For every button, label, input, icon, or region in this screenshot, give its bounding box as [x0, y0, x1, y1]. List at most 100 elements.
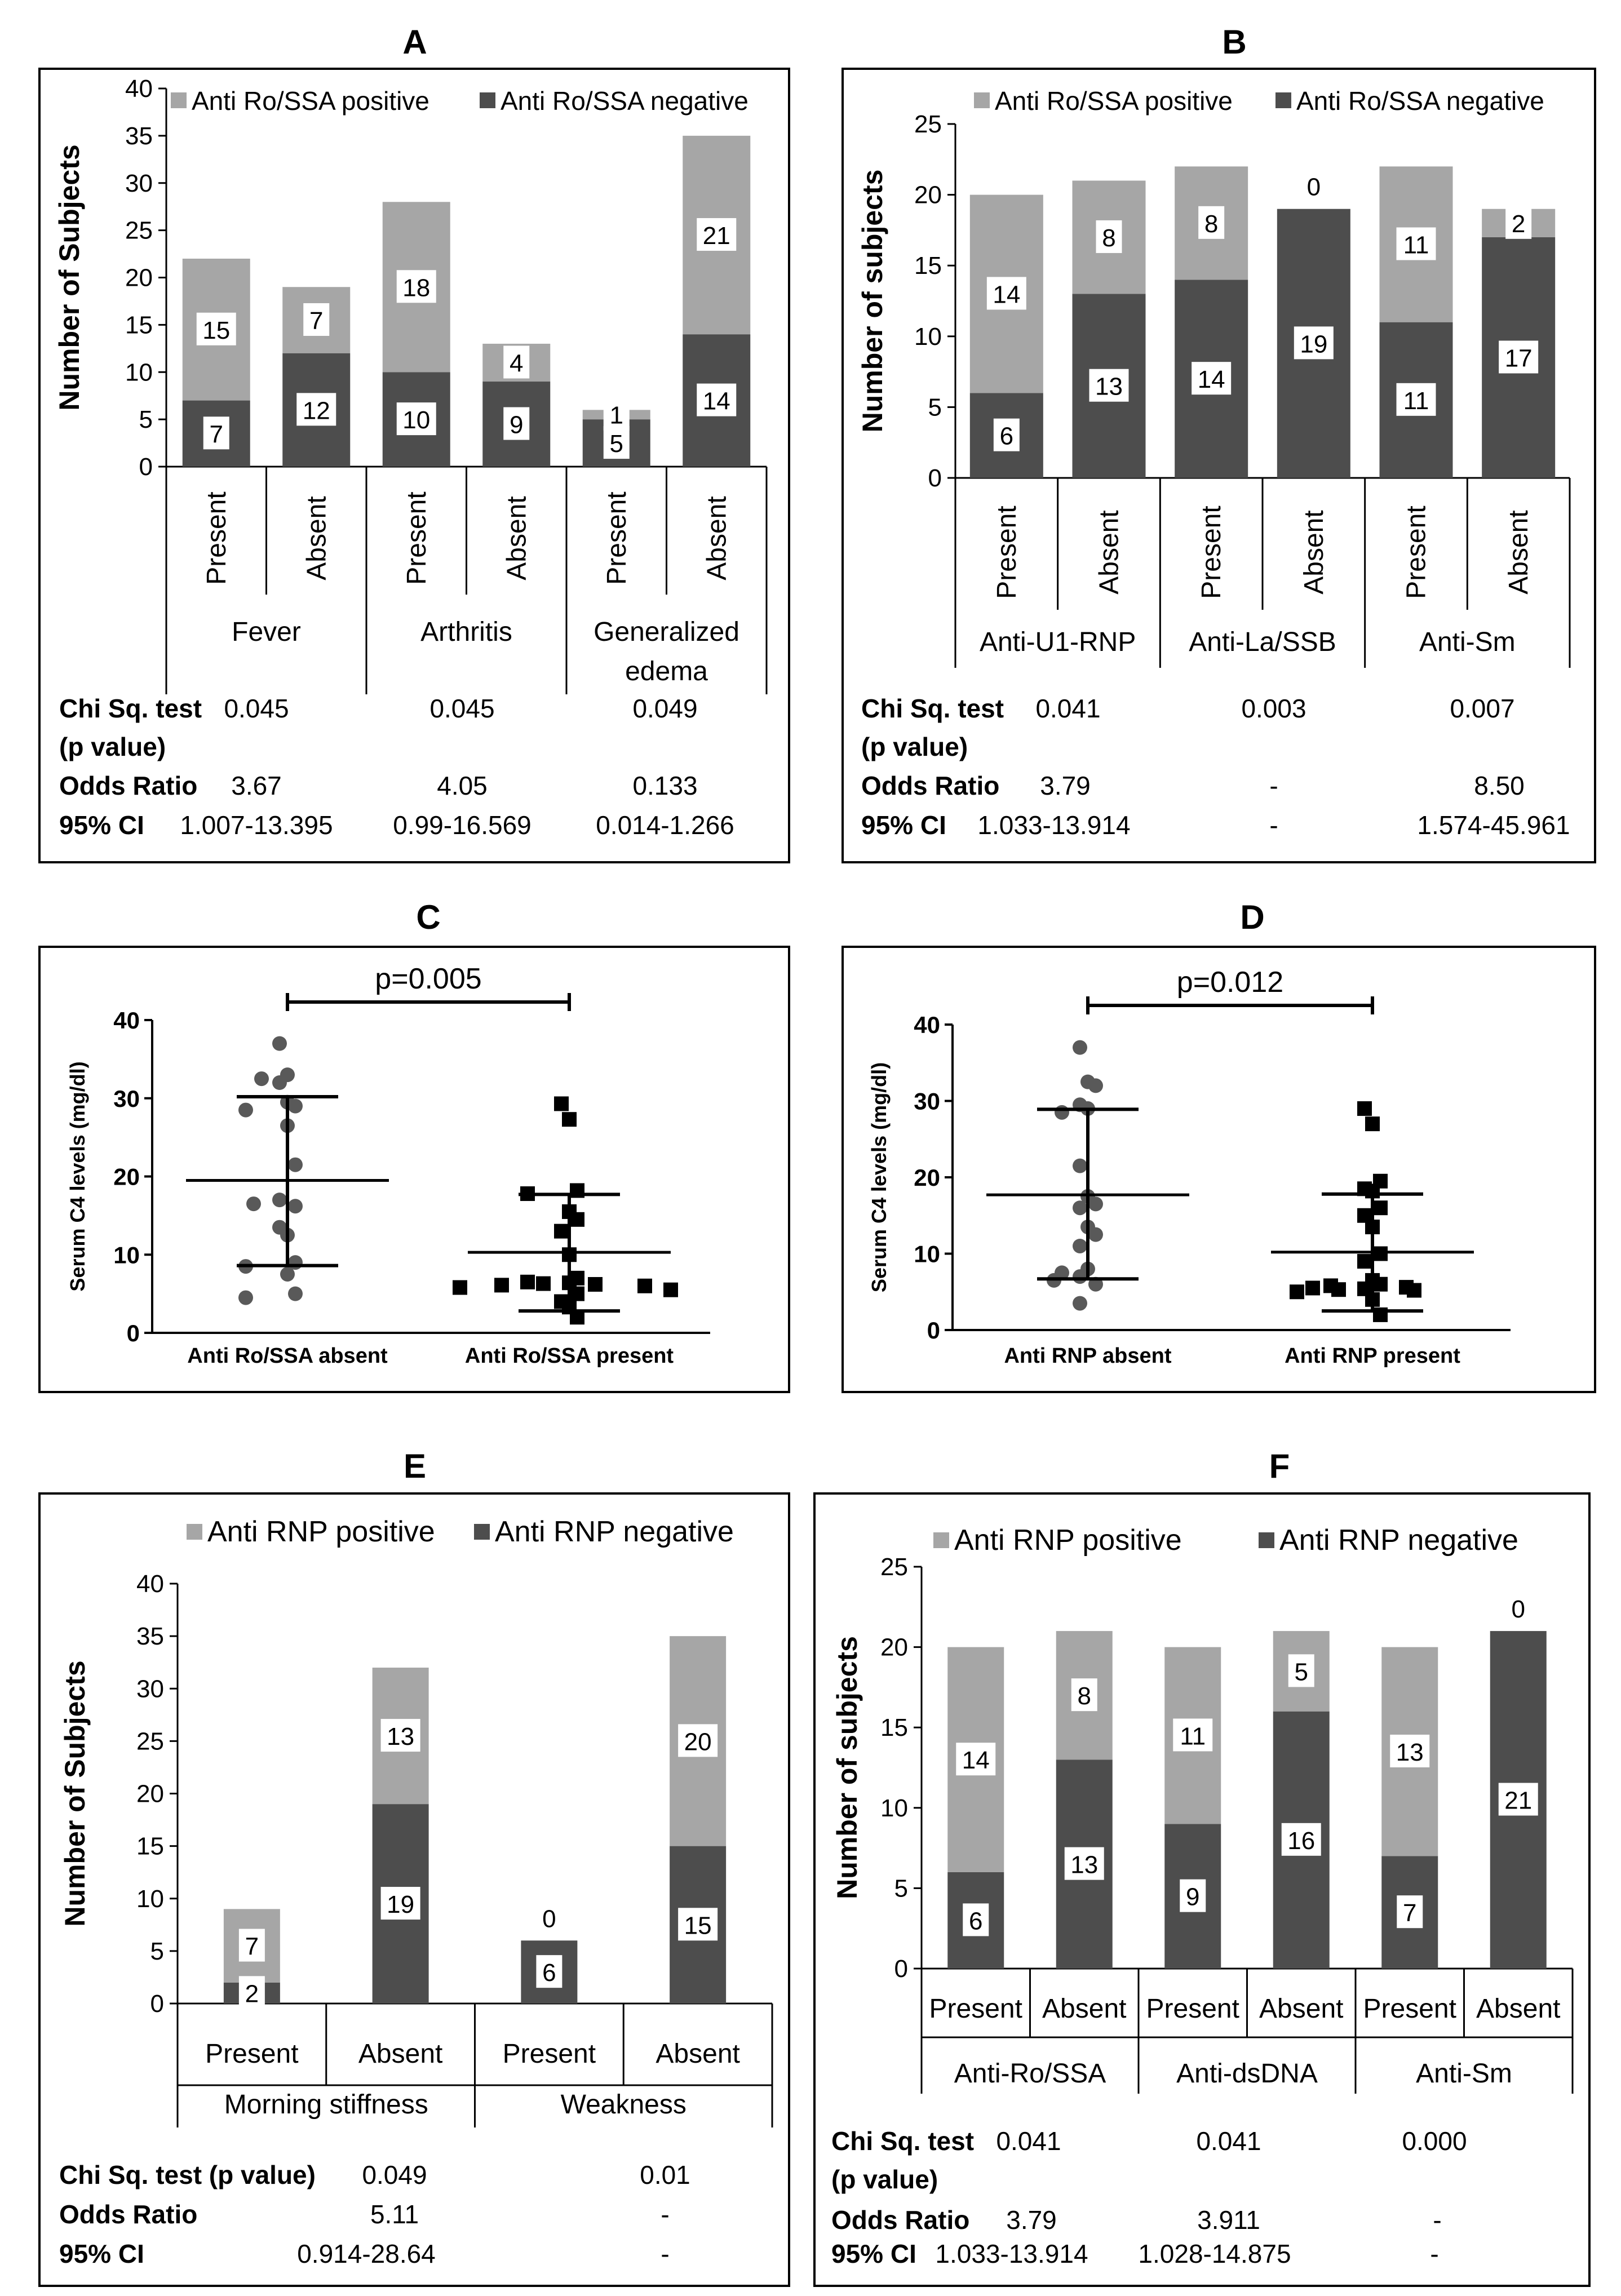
- data-label-negative-4: 5: [610, 430, 623, 458]
- category-label-3: Absent: [1259, 1994, 1343, 2024]
- legend-swatch-negative: [1274, 91, 1292, 109]
- category-label-4: Present: [1363, 1994, 1456, 2024]
- data-label-bg: [1089, 369, 1129, 402]
- panel-title-E: E: [404, 1447, 426, 1485]
- stat-label-or: Odds Ratio: [831, 2205, 969, 2235]
- stat-label-chi: Chi Sq. test: [861, 694, 1004, 723]
- data-label-bg: [1396, 227, 1436, 260]
- data-label-positive-4: 13: [1396, 1739, 1424, 1766]
- data-label-bg: [1180, 1879, 1206, 1912]
- data-point-1: [588, 1276, 603, 1292]
- stat-label-chi-2: (p value): [831, 2165, 938, 2194]
- stat-label-chi: Chi Sq. test: [831, 2126, 974, 2156]
- data-point-1: [554, 1224, 569, 1239]
- data-label-positive-1: 7: [309, 307, 323, 335]
- y-tick-label: 35: [125, 122, 153, 150]
- y-tick-label: 5: [150, 1938, 164, 1965]
- data-label-negative-2: 14: [1198, 366, 1225, 393]
- panel-border-B: [841, 68, 1596, 863]
- data-point-0: [1088, 1196, 1103, 1212]
- legend-swatch-positive: [170, 91, 188, 109]
- x-category-label-1: Anti Ro/SSA present: [465, 1344, 674, 1368]
- data-point-1: [1357, 1101, 1372, 1116]
- data-label-bg: [1198, 206, 1225, 239]
- stat-chi-value-1: 0.003: [1241, 694, 1306, 723]
- panel-title-C: C: [416, 898, 440, 936]
- stat-ci-value-0: 1.033-13.914: [977, 810, 1130, 840]
- legend-label-negative: Anti Ro/SSA negative: [1296, 86, 1544, 116]
- data-point-1: [1357, 1254, 1372, 1269]
- data-label-positive-3: 5: [1295, 1658, 1308, 1686]
- stat-or-value-1: -: [1269, 771, 1278, 800]
- category-label-2: Present: [1146, 1994, 1239, 2024]
- y-tick-label: 10: [125, 358, 153, 386]
- legend-swatch-negative: [473, 1523, 491, 1541]
- data-point-0: [272, 1075, 287, 1090]
- data-point-0: [288, 1098, 303, 1114]
- data-label-bg: [396, 402, 436, 436]
- data-point-1: [1407, 1283, 1421, 1298]
- data-label-positive-1: 8: [1102, 224, 1115, 252]
- data-label-bg: [697, 383, 737, 416]
- data-label-bg: [697, 218, 737, 251]
- stat-chi-value-1: 0.045: [429, 694, 494, 723]
- data-point-0: [1088, 1227, 1103, 1242]
- y-tick-label: 10: [113, 1242, 140, 1268]
- stat-label-ci: 95% CI: [831, 2239, 916, 2268]
- data-label-bg: [536, 1955, 563, 1988]
- data-point-0: [288, 1157, 303, 1172]
- legend-swatch-positive: [185, 1523, 203, 1541]
- data-point-0: [1088, 1078, 1103, 1093]
- y-tick-label: 25: [136, 1727, 164, 1755]
- data-label-bg: [1397, 1895, 1423, 1929]
- data-label-positive-1: 13: [387, 1723, 414, 1750]
- legend-label-positive: Anti RNP positive: [954, 1524, 1182, 1557]
- group-label-1: Anti-dsDNA: [1176, 2059, 1318, 2089]
- y-tick-label: 40: [125, 75, 153, 103]
- data-label-bg: [956, 1743, 996, 1776]
- y-tick-label: 25: [125, 217, 153, 245]
- data-label-positive-3: 0: [1307, 174, 1321, 201]
- data-label-bg: [380, 1719, 420, 1752]
- panel-border-C: [38, 946, 790, 1393]
- data-label-positive-5: 2: [1512, 210, 1525, 238]
- data-label-bg: [603, 426, 630, 459]
- category-label-1: Absent: [1042, 1994, 1126, 2024]
- stat-or-value-1: -: [661, 2200, 669, 2229]
- data-label-bg: [678, 1724, 718, 1757]
- data-label-bg: [1390, 1734, 1430, 1767]
- data-point-1: [536, 1276, 551, 1291]
- category-label-4: Present: [602, 491, 632, 584]
- data-point-1: [520, 1274, 535, 1289]
- stat-label-ci: 95% CI: [59, 810, 144, 840]
- data-label-negative-2: 10: [402, 406, 430, 434]
- data-point-0: [1073, 1296, 1087, 1311]
- data-label-negative-1: 13: [1095, 373, 1123, 401]
- stat-or-value-0: 3.67: [231, 771, 282, 800]
- data-point-1: [663, 1282, 678, 1297]
- y-tick-label: 30: [113, 1085, 140, 1112]
- legend-swatch-negative: [1257, 1531, 1275, 1549]
- y-tick-label: 5: [928, 393, 942, 421]
- data-point-0: [246, 1196, 261, 1212]
- group-label-1: Weakness: [561, 2090, 687, 2120]
- stat-ci-value-0: 1.033-13.914: [935, 2239, 1088, 2268]
- stat-ci-value-2: -: [1430, 2239, 1438, 2268]
- stat-label-ci: 95% CI: [59, 2239, 144, 2268]
- data-label-positive-3: 4: [510, 349, 523, 377]
- stat-or-value-2: 8.50: [1474, 771, 1525, 800]
- y-tick-label: 10: [136, 1885, 164, 1913]
- y-tick-label: 0: [127, 1320, 140, 1346]
- data-label-negative-1: 12: [303, 397, 330, 424]
- stat-chi-value-2: 0.049: [632, 694, 697, 723]
- data-label-bg: [238, 1976, 265, 2009]
- stat-ci-value-0: 1.007-13.395: [180, 810, 333, 840]
- data-label-bg: [963, 1903, 989, 1936]
- panel-title-F: F: [1269, 1447, 1290, 1485]
- data-label-positive-0: 14: [993, 281, 1020, 308]
- group-label-2: Anti-Sm: [1419, 627, 1516, 657]
- data-point-0: [272, 1036, 287, 1051]
- data-point-1: [1290, 1284, 1304, 1300]
- data-label-bg: [503, 345, 530, 379]
- data-label-bg: [1071, 1678, 1097, 1712]
